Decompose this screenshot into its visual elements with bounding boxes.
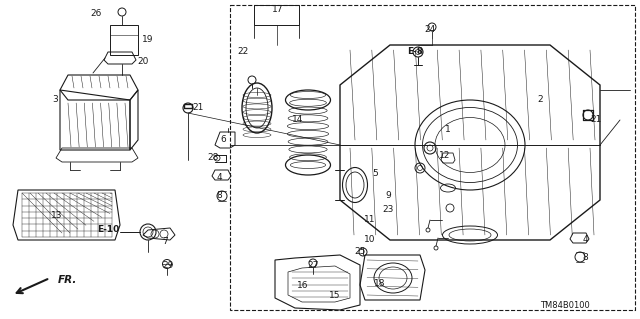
Text: 8: 8 [216,191,222,201]
Text: 6: 6 [220,136,226,145]
Text: 18: 18 [374,278,386,287]
Text: 11: 11 [364,216,376,225]
Text: 3: 3 [52,95,58,105]
Text: 15: 15 [329,291,340,300]
Text: 4: 4 [216,174,222,182]
Text: 25: 25 [355,248,365,256]
Text: 21: 21 [192,103,204,113]
Text: 23: 23 [382,205,394,214]
Text: 20: 20 [138,57,148,66]
Text: E-10: E-10 [97,226,119,234]
Text: 9: 9 [385,190,391,199]
Text: 8: 8 [582,254,588,263]
Text: 28: 28 [207,153,219,162]
Text: 13: 13 [51,211,63,219]
Text: TM84B0100: TM84B0100 [540,300,590,309]
Bar [254,5,299,25]
Text: 10: 10 [364,235,376,244]
Bar [230,5,635,310]
Text: 29: 29 [163,261,173,270]
Text: 14: 14 [292,115,304,124]
Text: 21: 21 [590,115,602,124]
Text: FR.: FR. [58,275,77,285]
Text: 5: 5 [372,168,378,177]
Text: 16: 16 [297,281,308,291]
Text: 7: 7 [162,238,168,247]
Text: 12: 12 [439,151,451,160]
Text: 4: 4 [582,235,588,244]
Text: 2: 2 [537,95,543,105]
Text: 22: 22 [237,48,248,56]
Text: 19: 19 [142,35,154,44]
Text: 26: 26 [90,10,102,19]
Text: 17: 17 [272,5,284,14]
Text: 27: 27 [307,261,319,270]
Text: 24: 24 [424,26,436,34]
Text: E-8: E-8 [407,48,423,56]
Text: 1: 1 [445,125,451,135]
